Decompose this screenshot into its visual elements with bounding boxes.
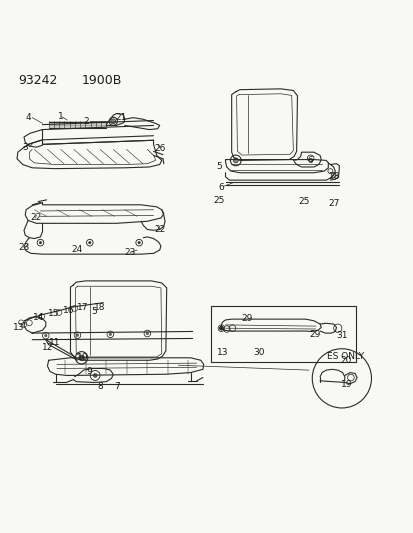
Text: 10: 10 — [77, 353, 88, 362]
Circle shape — [88, 241, 91, 244]
Bar — [211, 306, 355, 362]
Text: 1: 1 — [58, 112, 64, 121]
Circle shape — [138, 241, 140, 244]
Text: 9: 9 — [86, 367, 92, 376]
Text: 25: 25 — [298, 197, 309, 206]
Text: 2: 2 — [83, 117, 88, 126]
Text: 15: 15 — [48, 309, 59, 318]
Text: 22: 22 — [154, 225, 165, 234]
Text: 13: 13 — [216, 348, 228, 357]
Circle shape — [93, 374, 97, 377]
Circle shape — [45, 334, 47, 337]
Text: 1900B: 1900B — [81, 74, 122, 87]
Circle shape — [233, 158, 237, 163]
Text: 28: 28 — [328, 172, 339, 181]
Circle shape — [76, 334, 78, 336]
Text: 8: 8 — [97, 383, 103, 391]
Circle shape — [146, 332, 148, 335]
Circle shape — [219, 327, 223, 330]
Text: 5: 5 — [216, 163, 222, 172]
Text: 14: 14 — [33, 313, 44, 322]
Circle shape — [109, 333, 112, 336]
Text: 30: 30 — [253, 349, 264, 357]
Text: 93242: 93242 — [18, 74, 57, 87]
Text: 4: 4 — [25, 113, 31, 122]
Text: 29: 29 — [309, 330, 320, 339]
Text: 13: 13 — [13, 323, 25, 332]
Text: 21: 21 — [115, 113, 126, 122]
Text: 7: 7 — [114, 382, 120, 391]
Text: 27: 27 — [327, 199, 339, 208]
Circle shape — [78, 355, 84, 361]
Text: 23: 23 — [18, 244, 30, 253]
Text: 25: 25 — [213, 196, 225, 205]
Text: 11: 11 — [49, 338, 60, 346]
Circle shape — [39, 241, 42, 244]
Text: 19: 19 — [340, 380, 352, 389]
Text: 29: 29 — [241, 314, 252, 323]
Circle shape — [111, 119, 115, 124]
Text: 16: 16 — [62, 305, 74, 314]
Text: 26: 26 — [154, 143, 165, 152]
Text: 17: 17 — [76, 303, 88, 312]
Text: 23: 23 — [124, 248, 135, 257]
Text: 20: 20 — [339, 356, 351, 365]
Text: 22: 22 — [30, 214, 41, 222]
Text: 6: 6 — [218, 183, 224, 192]
Text: 31: 31 — [335, 331, 347, 340]
Text: 5: 5 — [91, 307, 97, 316]
Text: 6: 6 — [306, 156, 312, 165]
Text: 18: 18 — [94, 303, 106, 312]
Text: 24: 24 — [71, 245, 82, 254]
Text: 3: 3 — [22, 143, 28, 152]
Text: ES ONLY: ES ONLY — [326, 352, 363, 361]
Text: 12: 12 — [42, 343, 53, 352]
